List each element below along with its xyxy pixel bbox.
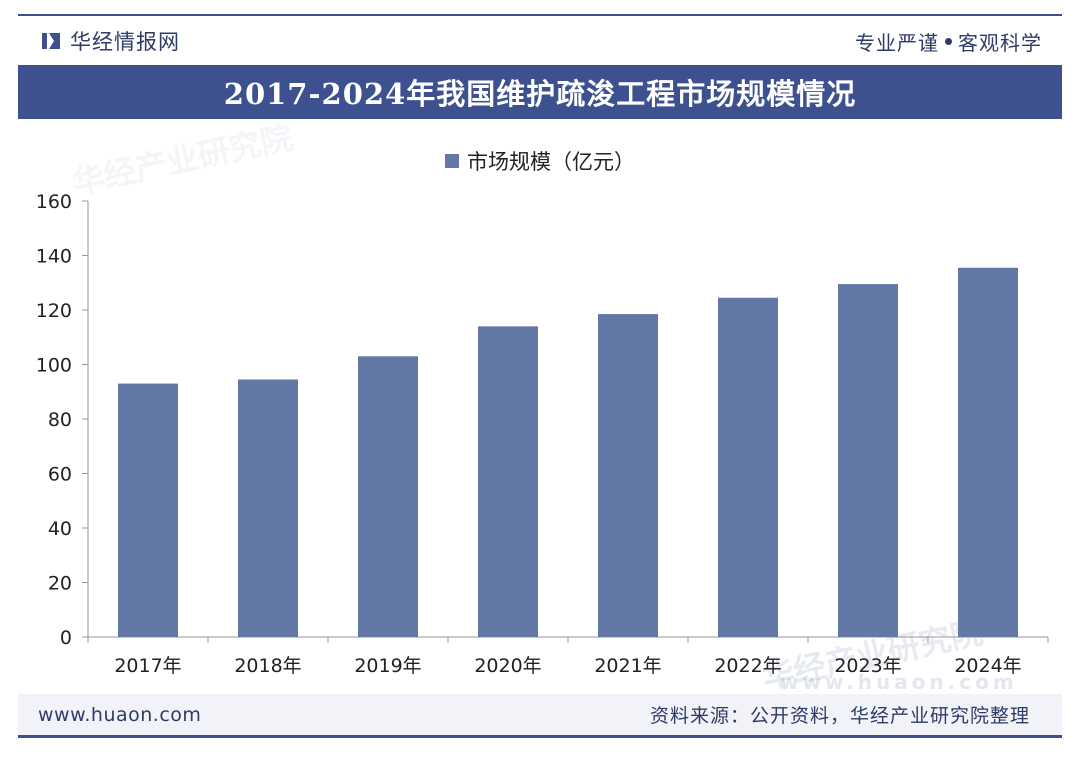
bar bbox=[718, 297, 778, 637]
y-tick-label: 80 bbox=[48, 409, 72, 431]
y-tick-label: 100 bbox=[36, 355, 72, 377]
y-tick-label: 120 bbox=[36, 300, 72, 322]
top-divider bbox=[18, 14, 1062, 16]
bar bbox=[838, 284, 898, 637]
bar bbox=[238, 379, 298, 637]
x-tick-label: 2021年 bbox=[594, 655, 661, 677]
bar-chart: 0 20 40 60 80 100 120 140 160 2017年 2018年 2019年 2020… bbox=[36, 191, 1049, 677]
y-tick-label: 20 bbox=[48, 573, 72, 595]
x-tick-label: 2019年 bbox=[354, 655, 421, 677]
legend-label: 市场规模（亿元） bbox=[467, 150, 635, 174]
legend: 市场规模（亿元） bbox=[0, 146, 1080, 176]
footer-bar: www.huaon.com 资料来源：公开资料，华经产业研究院整理 bbox=[18, 694, 1062, 738]
bar bbox=[118, 383, 178, 637]
chart-title: 2017-2024年我国维护疏浚工程市场规模情况 bbox=[223, 77, 857, 111]
y-tick-label: 160 bbox=[36, 191, 72, 213]
x-tick-label: 2022年 bbox=[714, 655, 781, 677]
slogan-dot-icon bbox=[945, 37, 952, 45]
huajing-logo-icon bbox=[42, 33, 60, 49]
brand-name: 华经情报网 bbox=[70, 30, 180, 54]
bar bbox=[358, 356, 418, 637]
bar bbox=[958, 267, 1018, 637]
y-tick-label: 60 bbox=[48, 464, 72, 486]
x-tick-label: 2023年 bbox=[834, 655, 901, 677]
source-note: 资料来源：公开资料，华经产业研究院整理 bbox=[649, 705, 1030, 727]
slogan: 专业严谨 客观科学 bbox=[855, 26, 1042, 56]
legend-swatch bbox=[445, 154, 459, 168]
x-tick-label: 2018年 bbox=[234, 655, 301, 677]
y-tick-label: 40 bbox=[48, 518, 72, 540]
x-tick-label: 2017年 bbox=[114, 655, 181, 677]
title-bar: 2017-2024年我国维护疏浚工程市场规模情况 bbox=[18, 65, 1062, 119]
site-url: www.huaon.com bbox=[38, 703, 202, 726]
bar bbox=[598, 314, 658, 637]
slogan-right: 客观科学 bbox=[958, 30, 1042, 55]
x-tick-label: 2020年 bbox=[474, 655, 541, 677]
y-tick-label: 0 bbox=[60, 627, 72, 649]
bar bbox=[478, 326, 538, 637]
x-tick-label: 2024年 bbox=[954, 655, 1021, 677]
y-tick-label: 140 bbox=[36, 246, 72, 268]
slogan-left: 专业严谨 bbox=[855, 30, 939, 55]
brand: 华经情报网 bbox=[40, 26, 180, 56]
